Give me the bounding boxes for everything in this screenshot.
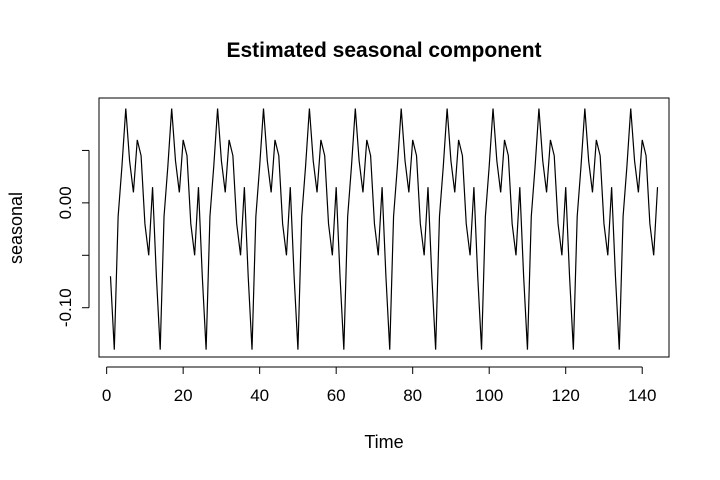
chart-title: Estimated seasonal component <box>226 39 541 62</box>
x-tick-label: 20 <box>174 386 193 405</box>
x-axis-label: Time <box>364 432 403 452</box>
series-layer <box>110 108 657 349</box>
x-tick-label: 0 <box>102 386 111 405</box>
x-tick-label: 120 <box>552 386 580 405</box>
x-axis: 0 20 40 60 80 100 120 140 <box>102 367 656 405</box>
y-axis: 0.00 -0.10 <box>56 150 89 327</box>
x-tick-label: 40 <box>250 386 269 405</box>
x-tick-label: 80 <box>403 386 422 405</box>
y-axis-label: seasonal <box>6 192 26 264</box>
x-tick-label: 60 <box>327 386 346 405</box>
y-tick-label: 0.00 <box>56 186 75 219</box>
y-tick-label: -0.10 <box>56 288 75 327</box>
x-tick-label: 100 <box>475 386 503 405</box>
seasonal-series-line <box>110 108 657 349</box>
x-tick-label: 140 <box>628 386 656 405</box>
